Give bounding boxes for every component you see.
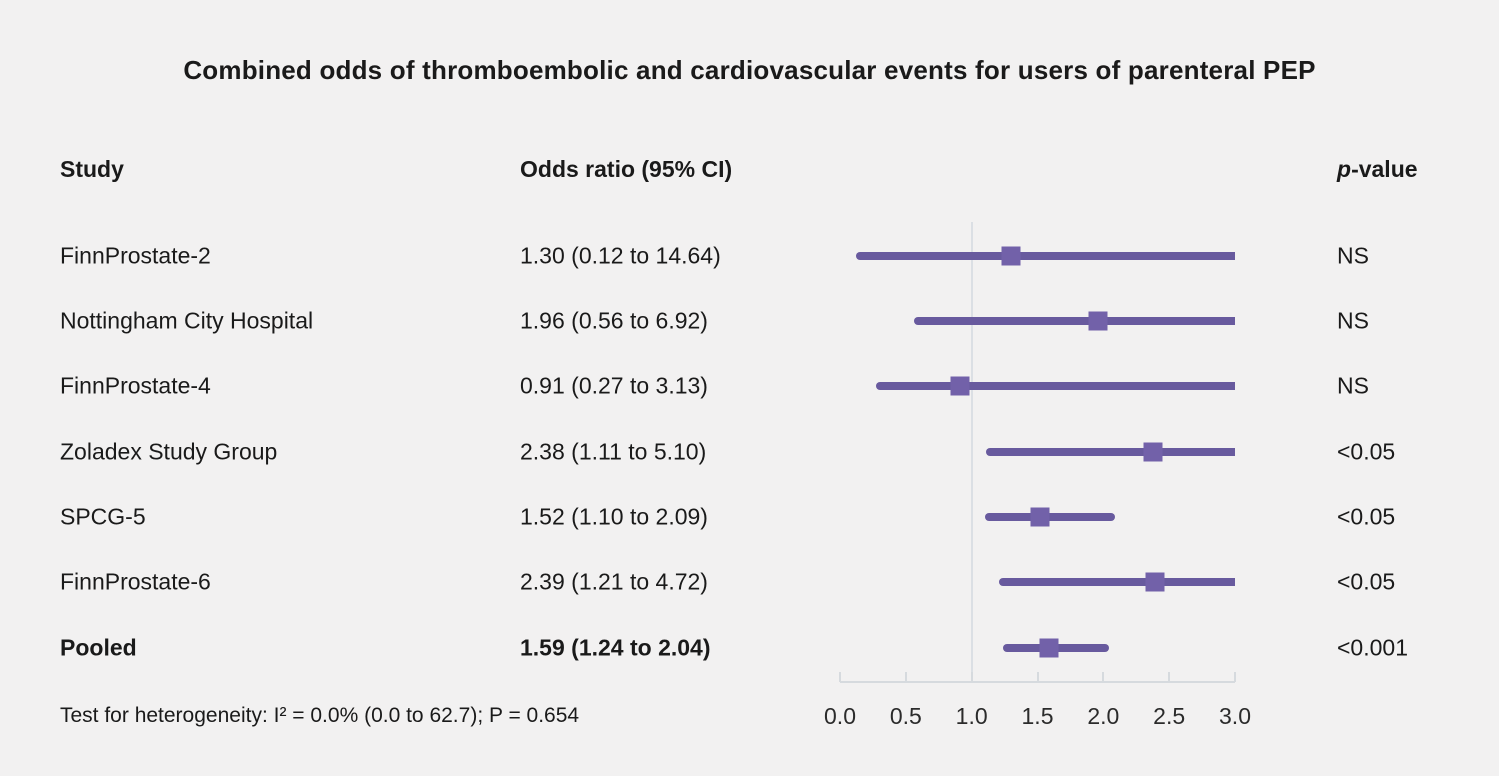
odds-ratio-marker (1145, 572, 1165, 592)
odds-ratio-value: 1.30 (0.12 to 14.64) (520, 242, 721, 269)
odds-ratio-marker (1001, 246, 1021, 266)
axis-tick-label: 1.0 (955, 703, 988, 729)
column-header-study: Study (60, 156, 124, 182)
odds-ratio-value: 2.39 (1.21 to 4.72) (520, 568, 708, 595)
ci-plot-cell (840, 354, 1235, 419)
ci-plot-cell (840, 550, 1235, 615)
table-row: FinnProstate-4 0.91 (0.27 to 3.13) NS (0, 354, 1499, 419)
table-row: SPCG-5 1.52 (1.10 to 2.09) <0.05 (0, 484, 1499, 549)
ci-line (855, 251, 1235, 260)
reference-line (970, 222, 973, 682)
forest-rows: FinnProstate-2 1.30 (0.12 to 14.64) NS N… (0, 223, 1499, 680)
column-headers: Study Odds ratio (95% CI) p-value (0, 156, 1499, 186)
p-value-header-rest: -value (1351, 156, 1418, 182)
axis-tick (1036, 672, 1039, 682)
ci-plot-cell (840, 484, 1235, 549)
p-value: NS (1337, 307, 1369, 334)
axis-tick-label: 1.5 (1021, 703, 1054, 729)
ci-plot-cell (840, 615, 1235, 680)
study-label: SPCG-5 (60, 503, 146, 530)
axis-tick-label: 0.0 (824, 703, 856, 729)
odds-ratio-value: 0.91 (0.27 to 3.13) (520, 372, 708, 399)
column-header-p-value: p-value (1337, 156, 1418, 183)
axis-tick (1234, 672, 1236, 682)
axis-tick-label: 0.5 (889, 703, 922, 729)
x-axis: 0.0 0.5 1.0 1.5 2.0 2.5 3.0 (824, 672, 1251, 729)
p-value-header-italic-p: p (1337, 156, 1352, 182)
odds-ratio-value: 2.38 (1.11 to 5.10) (520, 438, 707, 465)
axis-tick-label: 3.0 (1219, 703, 1251, 729)
odds-ratio-marker (1143, 442, 1163, 462)
study-label: FinnProstate-2 (60, 242, 211, 269)
ci-line (875, 382, 1235, 391)
p-value: <0.05 (1337, 503, 1396, 530)
axis-tick-label: 2.0 (1087, 703, 1120, 729)
axis-tick (904, 672, 907, 682)
axis-tick (1102, 672, 1105, 682)
odds-ratio-value: 1.96 (0.56 to 6.92) (520, 307, 708, 334)
odds-ratio-marker (950, 376, 970, 396)
study-label: FinnProstate-6 (60, 568, 211, 595)
odds-ratio-marker (1088, 311, 1108, 331)
axis-tick (839, 672, 841, 682)
ci-line (984, 513, 1116, 522)
ci-line (999, 578, 1235, 587)
table-row: Nottingham City Hospital 1.96 (0.56 to 6… (0, 288, 1499, 353)
odds-ratio-value: 1.52 (1.10 to 2.09) (520, 503, 708, 530)
page-title: Combined odds of thromboembolic and card… (183, 55, 1316, 85)
odds-ratio-marker (1030, 507, 1050, 527)
axis-tick (1168, 672, 1171, 682)
table-row: FinnProstate-6 2.39 (1.21 to 4.72) <0.05 (0, 550, 1499, 615)
table-row: FinnProstate-2 1.30 (0.12 to 14.64) NS (0, 223, 1499, 288)
p-value: NS (1337, 242, 1369, 269)
p-value: <0.001 (1337, 634, 1408, 661)
p-value: <0.05 (1337, 568, 1396, 595)
study-label: Nottingham City Hospital (60, 307, 314, 334)
study-label: Zoladex Study Group (60, 438, 278, 465)
column-header-odds-ratio: Odds ratio (95% CI) (520, 156, 733, 182)
table-row: Pooled 1.59 (1.24 to 2.04) <0.001 (0, 615, 1499, 680)
study-label: FinnProstate-4 (60, 372, 211, 399)
ci-plot-cell (840, 288, 1235, 353)
p-value: NS (1337, 372, 1369, 399)
axis-tick (970, 672, 973, 682)
odds-ratio-marker (1039, 638, 1059, 658)
p-value: <0.05 (1337, 438, 1396, 465)
axis-tick-label: 2.5 (1153, 703, 1186, 729)
odds-ratio-value: 1.59 (1.24 to 2.04) (520, 634, 711, 661)
ci-line (986, 447, 1235, 456)
ci-line (913, 317, 1235, 326)
ci-plot-cell (840, 419, 1235, 484)
heterogeneity-footnote: Test for heterogeneity: I² = 0.0% (0.0 t… (60, 704, 580, 727)
ci-plot-cell (840, 223, 1235, 288)
study-label: Pooled (60, 634, 137, 661)
table-row: Zoladex Study Group 2.38 (1.11 to 5.10) … (0, 419, 1499, 484)
